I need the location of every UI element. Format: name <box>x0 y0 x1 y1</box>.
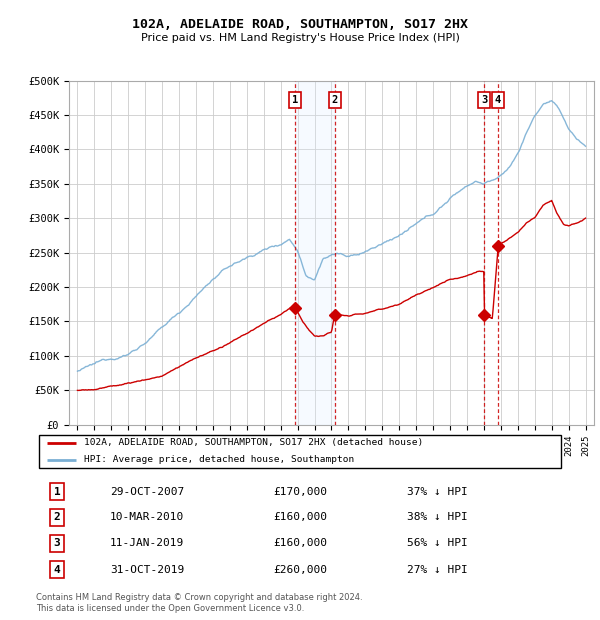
Text: Price paid vs. HM Land Registry's House Price Index (HPI): Price paid vs. HM Land Registry's House … <box>140 33 460 43</box>
Text: £160,000: £160,000 <box>273 538 327 549</box>
FancyBboxPatch shape <box>38 435 562 468</box>
Text: 1: 1 <box>292 95 298 105</box>
Text: 10-MAR-2010: 10-MAR-2010 <box>110 512 184 522</box>
Text: 2: 2 <box>332 95 338 105</box>
Text: 27% ↓ HPI: 27% ↓ HPI <box>407 565 467 575</box>
Bar <box>295 81 335 425</box>
Text: 29-OCT-2007: 29-OCT-2007 <box>110 487 184 497</box>
Text: £260,000: £260,000 <box>273 565 327 575</box>
Text: 102A, ADELAIDE ROAD, SOUTHAMPTON, SO17 2HX: 102A, ADELAIDE ROAD, SOUTHAMPTON, SO17 2… <box>132 19 468 31</box>
Text: 1: 1 <box>54 487 61 497</box>
Text: HPI: Average price, detached house, Southampton: HPI: Average price, detached house, Sout… <box>83 456 354 464</box>
Text: 3: 3 <box>481 95 488 105</box>
Text: 4: 4 <box>54 565 61 575</box>
Text: Contains HM Land Registry data © Crown copyright and database right 2024.
This d: Contains HM Land Registry data © Crown c… <box>36 593 362 613</box>
Text: £170,000: £170,000 <box>273 487 327 497</box>
Text: 38% ↓ HPI: 38% ↓ HPI <box>407 512 467 522</box>
Text: 31-OCT-2019: 31-OCT-2019 <box>110 565 184 575</box>
Text: 4: 4 <box>495 95 501 105</box>
Text: 102A, ADELAIDE ROAD, SOUTHAMPTON, SO17 2HX (detached house): 102A, ADELAIDE ROAD, SOUTHAMPTON, SO17 2… <box>83 438 423 447</box>
Text: 2: 2 <box>54 512 61 522</box>
Text: £160,000: £160,000 <box>273 512 327 522</box>
Text: 56% ↓ HPI: 56% ↓ HPI <box>407 538 467 549</box>
Text: 3: 3 <box>54 538 61 549</box>
Text: 37% ↓ HPI: 37% ↓ HPI <box>407 487 467 497</box>
Text: 11-JAN-2019: 11-JAN-2019 <box>110 538 184 549</box>
